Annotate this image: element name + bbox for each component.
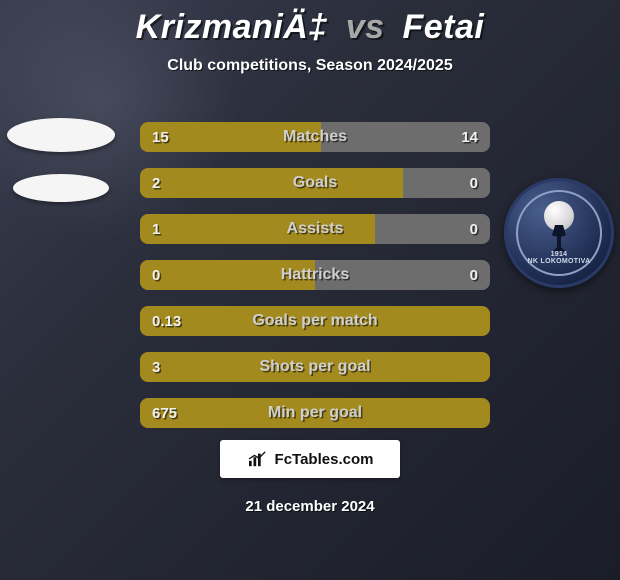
stat-value-right: 14: [461, 122, 478, 152]
stat-row: Matches1514: [140, 122, 490, 152]
stat-value-left: 2: [152, 168, 160, 198]
stat-row: Goals20: [140, 168, 490, 198]
stat-value-left: 1: [152, 214, 160, 244]
stat-row: Assists10: [140, 214, 490, 244]
stat-value-left: 675: [152, 398, 177, 428]
stat-value-right: 0: [470, 214, 478, 244]
footer-date: 21 december 2024: [0, 498, 620, 515]
stat-value-right: 0: [470, 168, 478, 198]
player2-club-badge: 1914 NK LOKOMOTIVA: [504, 178, 614, 288]
stat-row: Shots per goal3: [140, 352, 490, 382]
club-badge-icon: 1914 NK LOKOMOTIVA: [504, 178, 614, 288]
stat-value-left: 0.13: [152, 306, 181, 336]
stat-row: Min per goal675: [140, 398, 490, 428]
badge-name: NK LOKOMOTIVA: [528, 258, 591, 265]
vs-text: vs: [346, 8, 385, 46]
stat-row: Hattricks00: [140, 260, 490, 290]
stat-value-left: 0: [152, 260, 160, 290]
badge-year: 1914: [528, 251, 591, 258]
avatar-placeholder-icon: [6, 118, 116, 228]
stat-value-left: 15: [152, 122, 169, 152]
site-name: FcTables.com: [275, 451, 374, 468]
player2-name: Fetai: [402, 8, 484, 46]
stats-bars: Matches1514Goals20Assists10Hattricks00Go…: [140, 122, 490, 444]
chart-icon: [247, 450, 269, 468]
player1-name: KrizmaniÄ‡: [136, 8, 328, 46]
player1-avatar: [6, 118, 116, 228]
page-title: KrizmaniÄ‡ vs Fetai: [0, 0, 620, 47]
site-logo[interactable]: FcTables.com: [220, 440, 400, 478]
stat-value-right: 0: [470, 260, 478, 290]
stat-value-left: 3: [152, 352, 160, 382]
subtitle: Club competitions, Season 2024/2025: [0, 57, 620, 75]
stat-row: Goals per match0.13: [140, 306, 490, 336]
